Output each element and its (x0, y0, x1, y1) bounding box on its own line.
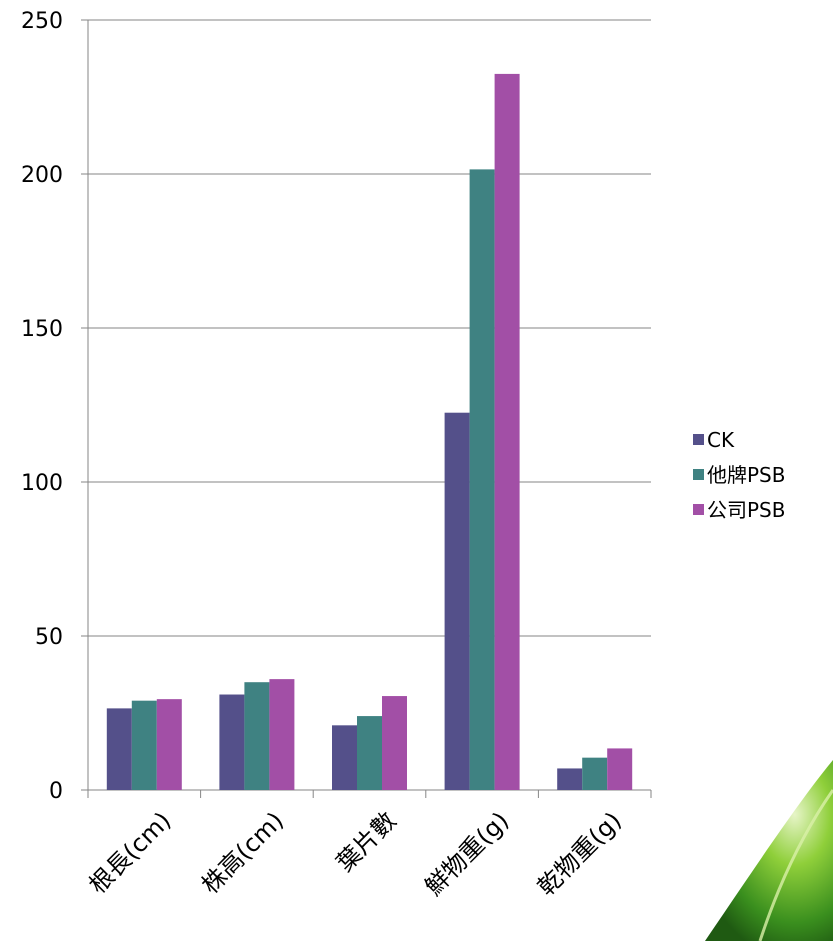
x-category-label: 乾物重(g) (532, 806, 627, 901)
bar-CK-株高(cm) (219, 694, 245, 790)
legend-label: 公司PSB (707, 498, 785, 522)
bar-他牌PSB-鮮物重(g) (469, 169, 495, 790)
bar-CK-鮮物重(g) (444, 412, 470, 790)
bar-CK-根長(cm) (106, 708, 132, 790)
bar-他牌PSB-株高(cm) (244, 682, 270, 790)
bar-他牌PSB-葉片數 (357, 716, 382, 790)
bar-他牌PSB-乾物重(g) (582, 757, 608, 790)
bar-他牌PSB-根長(cm) (131, 700, 157, 790)
bar-公司PSB-乾物重(g) (607, 748, 633, 790)
axes (81, 19, 652, 798)
leaf-decoration (705, 760, 833, 941)
legend-label: 他牌PSB (707, 463, 785, 487)
y-tick-label: 200 (21, 163, 63, 188)
x-category-label: 株高(cm) (196, 806, 289, 899)
legend-label: CK (707, 428, 735, 452)
legend-swatch (693, 504, 704, 515)
legend: CK 他牌PSB 公司PSB (693, 428, 785, 522)
x-category-label: 葉片數 (331, 806, 402, 877)
x-category-label: 鮮物重(g) (420, 806, 515, 901)
bar-CK-葉片數 (332, 725, 357, 790)
y-tick-label: 0 (49, 779, 63, 804)
x-category-label: 根長(cm) (84, 806, 177, 899)
legend-swatch (693, 434, 704, 445)
bar-公司PSB-株高(cm) (269, 679, 295, 790)
bar-CK-乾物重(g) (557, 768, 583, 790)
bars (106, 73, 633, 790)
gridlines (88, 19, 651, 637)
y-tick-labels: 0 50 100 150 200 250 (21, 9, 63, 804)
legend-swatch (693, 469, 704, 480)
bar-公司PSB-葉片數 (382, 696, 407, 790)
bar-公司PSB-根長(cm) (156, 699, 182, 790)
x-category-labels: 根長(cm) 株高(cm) 葉片數 鮮物重(g) 乾物重(g) (84, 806, 627, 901)
y-tick-label: 100 (21, 471, 63, 496)
y-tick-label: 250 (21, 9, 63, 34)
y-tick-label: 50 (35, 625, 63, 650)
bar-公司PSB-鮮物重(g) (494, 73, 520, 790)
leaf-vein (758, 789, 833, 941)
y-tick-label: 150 (21, 317, 63, 342)
